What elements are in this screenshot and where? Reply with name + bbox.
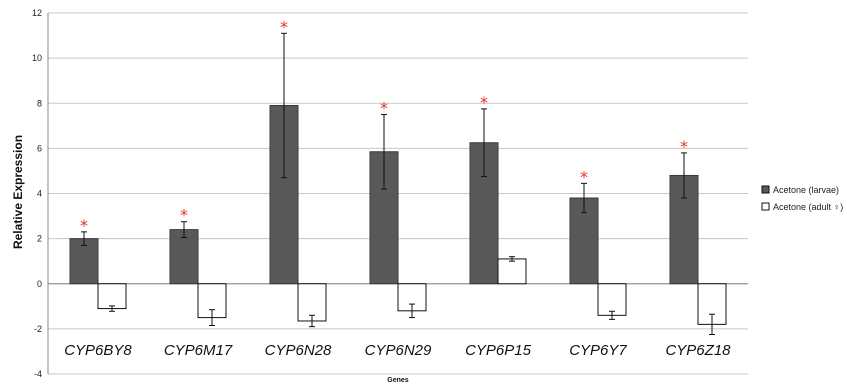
significance-marker: * [480, 93, 488, 112]
y-tick-label: 6 [37, 143, 42, 153]
category-label: CYP6Z18 [665, 342, 731, 359]
y-tick-label: 8 [37, 98, 42, 108]
y-tick-label: 4 [37, 189, 42, 199]
legend-label: Acetone (adult ♀) [773, 202, 843, 212]
legend: Acetone (larvae) Acetone (adult ♀) [761, 185, 843, 212]
significance-marker: * [280, 17, 288, 36]
bar [597, 283, 627, 316]
bar [97, 283, 127, 310]
y-tick-label: 0 [37, 279, 42, 289]
x-axis-title: Genes [387, 377, 409, 384]
significance-marker: * [80, 216, 88, 235]
y-tick-label: -2 [34, 324, 42, 334]
significance-marker: * [680, 137, 688, 156]
category-label: CYP6BY8 [64, 342, 132, 359]
significance-marker: * [580, 167, 588, 186]
y-axis-title: Relative Expression [11, 135, 25, 249]
significance-marker: * [380, 99, 388, 118]
category-label: CYP6M17 [164, 342, 233, 359]
category-label: CYP6P15 [465, 342, 532, 359]
category-label: CYP6N28 [265, 342, 332, 359]
significance-marker: * [180, 206, 188, 225]
y-tick-label: 10 [32, 53, 42, 63]
labels: -4 -2 0 2 4 6 8 10 12 * CYP6BY8 * CYP6M17 * CYP6N28 * CY… [32, 8, 731, 379]
bars [69, 32, 727, 336]
category-label: CYP6Y7 [569, 342, 627, 359]
category-label: CYP6N29 [365, 342, 432, 359]
y-tick-label: -4 [34, 369, 42, 379]
y-tick-label: 2 [37, 234, 42, 244]
bar [169, 229, 199, 285]
bar [297, 283, 327, 322]
legend-label: Acetone (larvae) [773, 185, 839, 195]
y-tick-label: 12 [32, 8, 42, 18]
legend-swatch [761, 202, 770, 211]
bar [497, 258, 527, 285]
bar [69, 238, 99, 285]
legend-swatch [761, 185, 770, 194]
